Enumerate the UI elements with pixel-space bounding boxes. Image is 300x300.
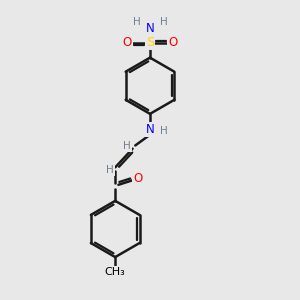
Text: H: H [160,16,167,26]
Text: H: H [160,126,167,136]
Text: CH₃: CH₃ [105,267,126,277]
Text: H: H [106,165,114,175]
Text: O: O [133,172,142,184]
Text: S: S [146,36,154,50]
Text: H: H [133,16,140,26]
Text: O: O [168,36,177,50]
Text: N: N [146,22,154,35]
Text: H: H [123,141,131,151]
Text: O: O [123,36,132,50]
Text: N: N [146,123,154,136]
